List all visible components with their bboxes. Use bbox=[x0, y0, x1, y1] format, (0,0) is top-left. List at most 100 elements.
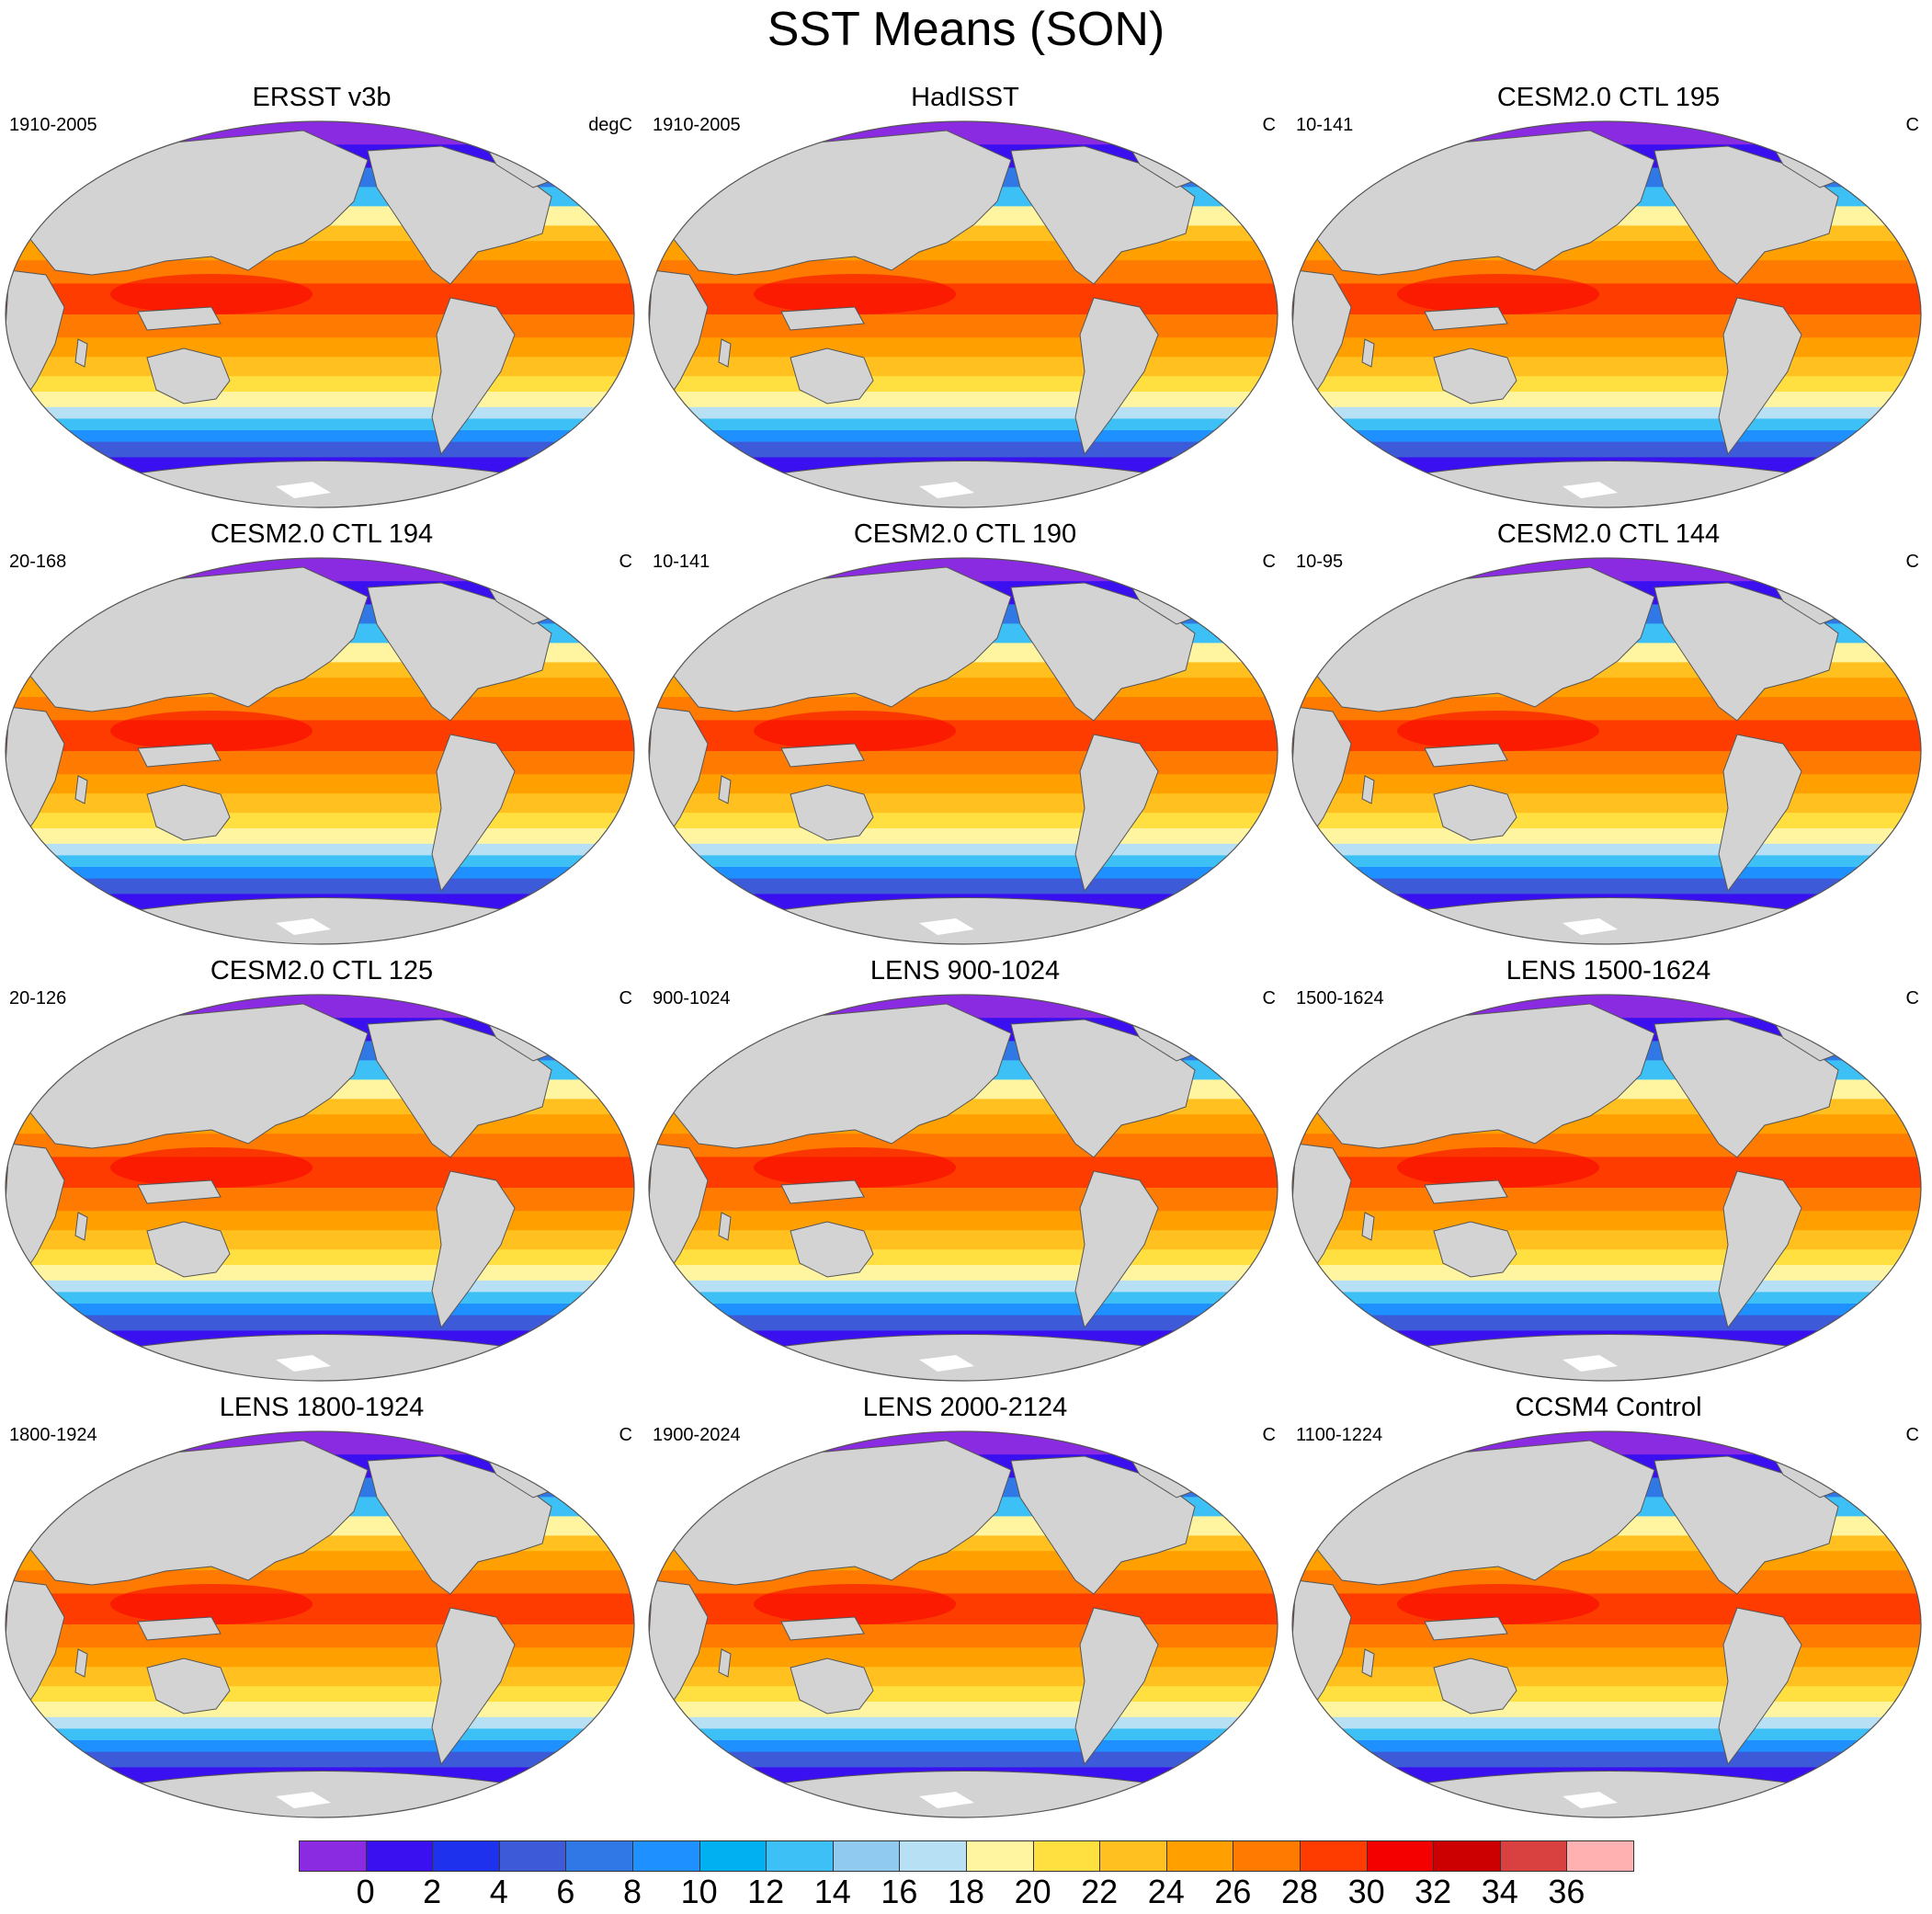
sst-map bbox=[5, 557, 635, 945]
warm-pool bbox=[754, 1584, 956, 1624]
indonesia-islands bbox=[137, 743, 222, 768]
sst-band bbox=[649, 1716, 1278, 1730]
panel-units: C bbox=[1905, 115, 1919, 135]
sst-band bbox=[649, 1315, 1278, 1332]
sst-band bbox=[1292, 793, 1921, 815]
sst-band bbox=[6, 751, 634, 776]
panel-title: CESM2.0 CTL 125 bbox=[210, 956, 434, 985]
map-border bbox=[1291, 1430, 1922, 1818]
sst-band bbox=[6, 1716, 634, 1730]
map-border bbox=[648, 1430, 1279, 1818]
indonesia-islands bbox=[1424, 306, 1508, 331]
madagascar-island bbox=[1361, 1212, 1375, 1241]
australia-landmass bbox=[146, 347, 231, 404]
colorbar-tick-label: 0 bbox=[356, 1873, 375, 1910]
indonesia-islands bbox=[780, 743, 865, 768]
sst-band bbox=[6, 1751, 634, 1769]
sst-band bbox=[649, 1647, 1278, 1669]
sst-band bbox=[6, 1265, 634, 1282]
sst-map bbox=[1291, 557, 1922, 945]
sst-band bbox=[6, 406, 634, 420]
map-border bbox=[1291, 120, 1922, 508]
sst-band bbox=[649, 1686, 1278, 1703]
warm-pool bbox=[754, 274, 956, 314]
panel-title: LENS 1800-1924 bbox=[219, 1393, 425, 1422]
map-border bbox=[5, 557, 635, 945]
sst-band bbox=[6, 843, 634, 857]
sst-band bbox=[649, 283, 1278, 315]
madagascar-island bbox=[74, 775, 88, 804]
sst-map bbox=[648, 1430, 1279, 1818]
colorbar: 0 2 4 6 8 10 12 14 16 18 20 22 24 26 28 30 32 34 36 bbox=[299, 1840, 1634, 1914]
sst-band bbox=[1292, 1315, 1921, 1332]
colorbar-swatch bbox=[1366, 1840, 1435, 1872]
panel-units: degC bbox=[588, 115, 632, 135]
sst-band bbox=[1292, 1211, 1921, 1232]
south-america-landmass bbox=[1718, 734, 1802, 893]
panel-title: LENS 900-1024 bbox=[869, 956, 1061, 985]
sst-band bbox=[649, 1230, 1278, 1251]
map-panel: LENS 2000-2124 1900-2024 C bbox=[643, 1393, 1287, 1825]
panel-period: 20-126 bbox=[9, 988, 67, 1008]
sst-band bbox=[1292, 813, 1921, 829]
colorbar-tick-label: 6 bbox=[556, 1873, 575, 1910]
sst-band bbox=[649, 430, 1278, 443]
sst-band bbox=[1292, 1667, 1921, 1688]
warm-pool bbox=[1397, 1584, 1599, 1624]
panel-period: 1100-1224 bbox=[1296, 1425, 1383, 1445]
sst-band bbox=[6, 314, 634, 339]
australia-landmass bbox=[1433, 784, 1517, 841]
sst-band bbox=[1292, 1624, 1921, 1649]
sst-band bbox=[6, 1280, 634, 1293]
sst-band bbox=[1292, 430, 1921, 443]
south-america-landmass bbox=[1074, 734, 1159, 893]
colorbar-tick-label: 30 bbox=[1347, 1873, 1385, 1910]
sst-band bbox=[6, 855, 634, 868]
south-america-landmass bbox=[431, 734, 516, 893]
sst-band bbox=[6, 1188, 634, 1213]
madagascar-island bbox=[1361, 1648, 1375, 1678]
sst-band bbox=[6, 283, 634, 315]
sst-band bbox=[6, 376, 634, 393]
south-america-landmass bbox=[1718, 1170, 1802, 1329]
warm-pool bbox=[754, 1147, 956, 1188]
colorbar-swatch bbox=[899, 1840, 967, 1872]
map-panel: CESM2.0 CTL 144 10-95 C bbox=[1287, 519, 1930, 951]
australia-landmass bbox=[790, 1221, 874, 1278]
sst-band bbox=[1292, 867, 1921, 880]
sst-band bbox=[1292, 1702, 1921, 1718]
sst-band bbox=[6, 1304, 634, 1316]
map-panel: CESM2.0 CTL 190 10-141 C bbox=[643, 519, 1287, 951]
colorbar-swatch bbox=[498, 1840, 567, 1872]
sst-band bbox=[1292, 855, 1921, 868]
australia-landmass bbox=[146, 784, 231, 841]
australia-landmass bbox=[146, 1658, 231, 1715]
colorbar-tick-label: 14 bbox=[813, 1873, 851, 1910]
sst-band bbox=[6, 1624, 634, 1649]
south-america-landmass bbox=[1718, 1607, 1802, 1766]
map-panel-grid: ERSST v3b 1910-2005 degC HadISST 1910-2005 C C… bbox=[0, 83, 1930, 1825]
australia-landmass bbox=[790, 1658, 874, 1715]
sst-band bbox=[649, 1702, 1278, 1718]
colorbar-swatch bbox=[299, 1840, 367, 1872]
colorbar-tick-label: 36 bbox=[1548, 1873, 1585, 1910]
sst-band bbox=[6, 828, 634, 845]
panel-period: 20-168 bbox=[9, 552, 67, 572]
madagascar-island bbox=[718, 1648, 732, 1678]
sst-band bbox=[1292, 1265, 1921, 1282]
map-content bbox=[1292, 995, 1921, 1381]
sst-band bbox=[6, 1156, 634, 1189]
panel-period: 10-95 bbox=[1296, 552, 1344, 572]
panel-title: LENS 1500-1624 bbox=[1506, 956, 1711, 985]
madagascar-island bbox=[1361, 338, 1375, 368]
sst-band bbox=[1292, 774, 1921, 795]
map-content bbox=[6, 558, 634, 944]
sst-band bbox=[649, 1304, 1278, 1316]
indonesia-islands bbox=[780, 1179, 865, 1204]
panel-units: C bbox=[1905, 552, 1919, 572]
map-panel: CESM2.0 CTL 194 20-168 C bbox=[0, 519, 643, 951]
colorbar-tick-label: 16 bbox=[881, 1873, 918, 1910]
colorbar-swatch bbox=[432, 1840, 500, 1872]
map-panel: LENS 900-1024 900-1024 C bbox=[643, 956, 1287, 1388]
panel-period: 1910-2005 bbox=[9, 115, 97, 135]
